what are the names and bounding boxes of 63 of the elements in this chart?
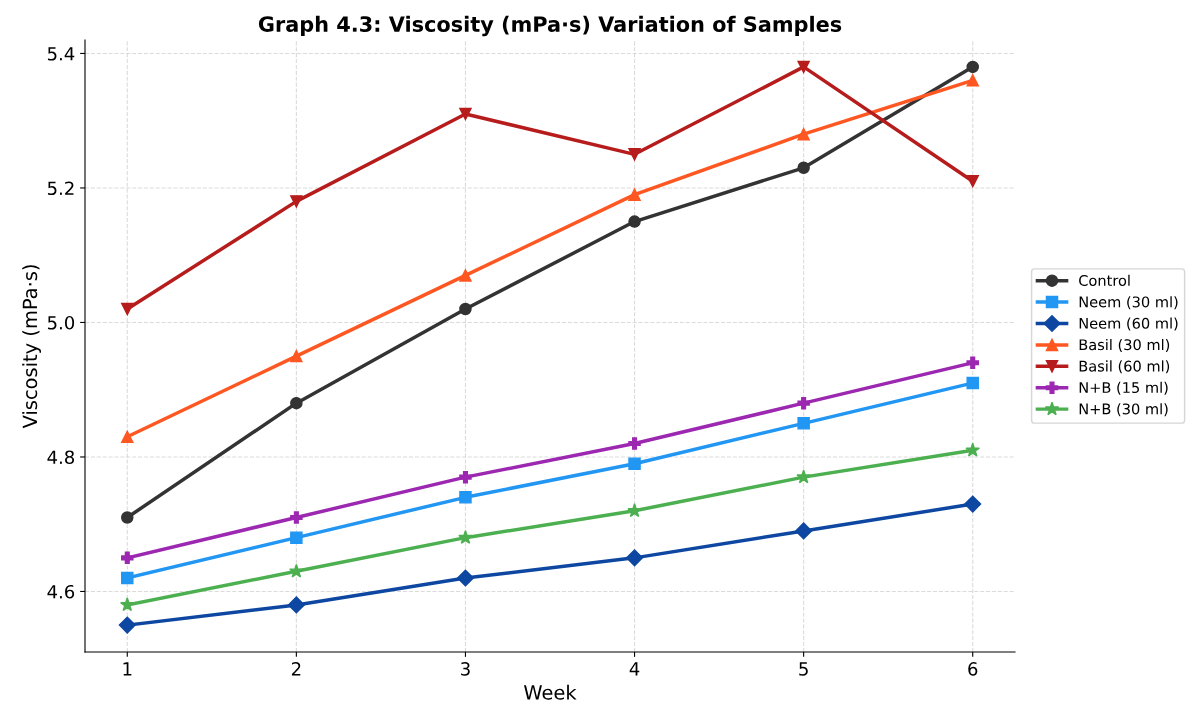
point [628,437,641,450]
point [289,563,304,578]
legend-label: Basil (60 ml) [1079,360,1170,374]
point [121,302,134,316]
point [290,531,303,544]
point [459,269,472,282]
point [459,491,472,504]
y-tick-label: 4.6 [47,584,75,599]
x-tick-label: 1 [123,662,132,676]
point [966,74,979,87]
point [795,522,813,540]
chart-title: Graph 4.3: Viscosity (mPa·s) Variation of Samples [258,15,842,37]
point [121,511,134,524]
point [797,396,810,410]
point [456,569,475,587]
y-tick-label: 4.8 [47,450,75,465]
point [458,530,473,544]
point [121,571,134,585]
legend-label: Control [1079,274,1130,287]
x-tick-label: 2 [291,662,301,676]
point [966,376,979,390]
point [121,551,134,565]
x-tick-label: 5 [799,662,808,676]
x-tick-label: 3 [461,662,470,676]
point [964,495,982,513]
point [290,396,303,410]
point [966,60,979,74]
x-axis-title: Week [524,684,577,700]
y-axis-title: Viscosity (mPa·s) [22,265,42,429]
y-tick-label: 5.4 [47,47,75,61]
point [459,302,472,316]
point [797,60,810,74]
x-tick-label: 6 [968,662,978,676]
legend-label: Neem (60 ml) [1079,317,1178,331]
point [628,188,641,201]
legend-label: Basil (30 ml) [1079,338,1170,352]
point [628,457,641,470]
y-tick-label: 5.0 [47,315,75,330]
x-tick-label: 4 [629,662,640,676]
point [966,356,979,370]
point [290,195,303,208]
y-tick-label: 5.2 [47,181,74,196]
point [797,127,810,141]
legend-label: N+B (15 ml) [1079,381,1168,395]
legend-label: Neem (30 ml) [1079,296,1178,310]
point [119,597,135,612]
point [625,549,644,567]
point [287,596,305,614]
point [796,469,811,484]
point [797,161,810,175]
point [459,107,472,121]
legend-label: N+B (30 ml) [1079,403,1168,417]
point [965,442,981,457]
point [290,511,303,524]
point [459,470,472,484]
point [628,215,641,228]
point [966,174,979,188]
point [628,148,641,161]
point [118,616,136,634]
point [121,430,134,444]
point [290,349,303,363]
point [627,503,642,518]
point [797,417,810,430]
